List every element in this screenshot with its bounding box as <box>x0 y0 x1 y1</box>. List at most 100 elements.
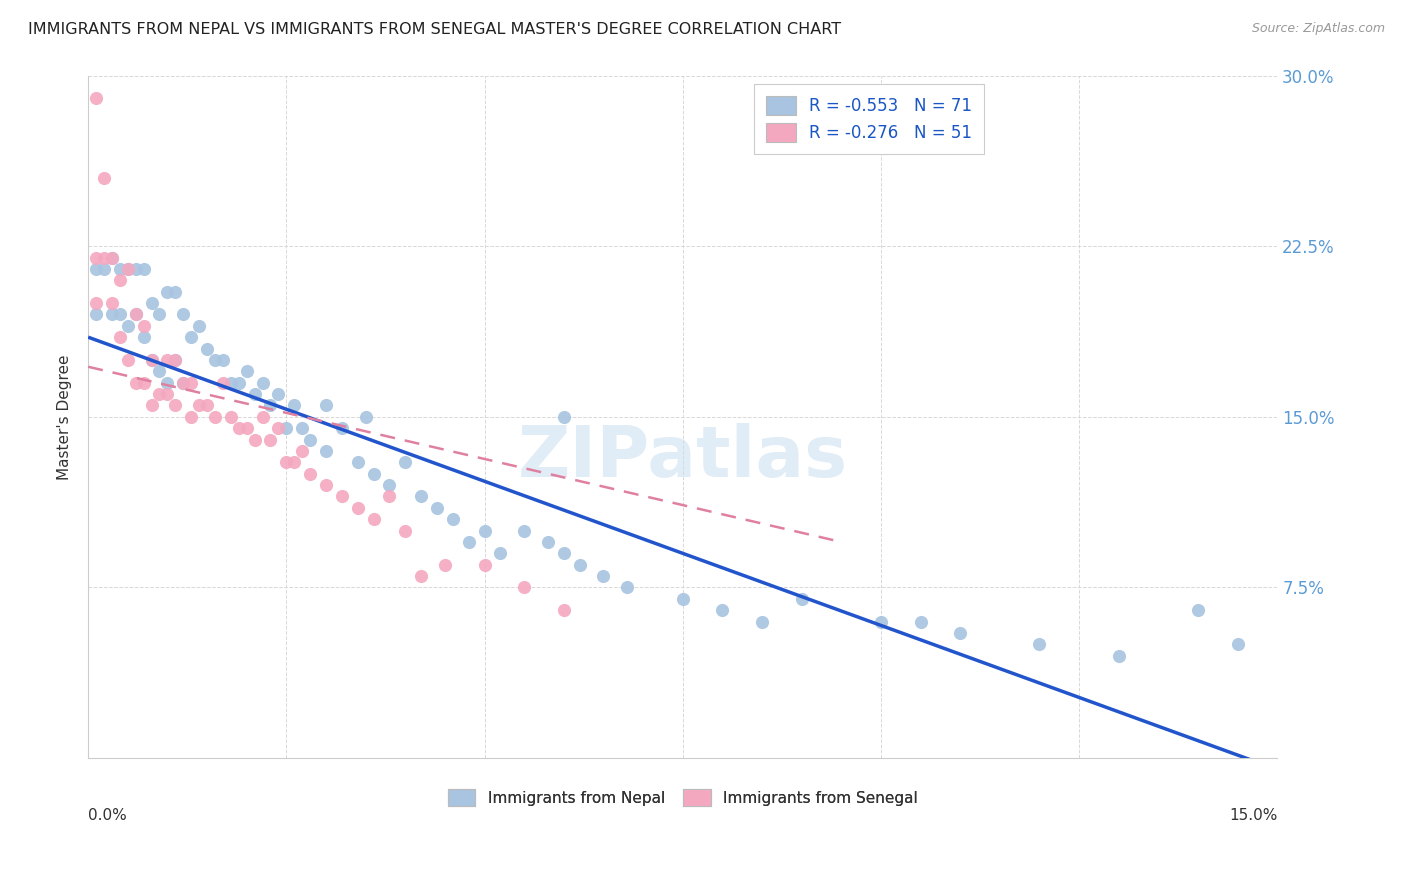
Point <box>315 478 337 492</box>
Point <box>165 399 187 413</box>
Point <box>330 490 353 504</box>
Point <box>235 364 257 378</box>
Point <box>949 626 972 640</box>
Point <box>125 307 148 321</box>
Point <box>790 591 813 606</box>
Point <box>291 421 314 435</box>
Point <box>711 603 734 617</box>
Point <box>276 421 298 435</box>
Point <box>513 524 536 538</box>
Point <box>219 376 242 390</box>
Point <box>180 330 202 344</box>
Point <box>141 353 163 368</box>
Point <box>276 455 298 469</box>
Point <box>537 535 560 549</box>
Point <box>1108 648 1130 663</box>
Text: IMMIGRANTS FROM NEPAL VS IMMIGRANTS FROM SENEGAL MASTER'S DEGREE CORRELATION CHA: IMMIGRANTS FROM NEPAL VS IMMIGRANTS FROM… <box>28 22 841 37</box>
Point <box>672 591 695 606</box>
Point <box>330 421 353 435</box>
Point <box>132 261 155 276</box>
Point <box>108 307 131 321</box>
Point <box>93 170 115 185</box>
Text: 15.0%: 15.0% <box>1229 808 1277 823</box>
Point <box>84 296 107 310</box>
Point <box>132 318 155 333</box>
Point <box>172 376 194 390</box>
Point <box>117 353 139 368</box>
Point <box>441 512 464 526</box>
Point <box>259 433 281 447</box>
Point <box>180 409 202 424</box>
Point <box>252 409 274 424</box>
Point <box>870 615 893 629</box>
Point <box>132 330 155 344</box>
Point <box>204 353 226 368</box>
Point <box>751 615 773 629</box>
Point <box>84 307 107 321</box>
Point <box>84 251 107 265</box>
Point <box>363 467 385 481</box>
Point <box>93 251 115 265</box>
Point <box>228 421 250 435</box>
Point <box>378 490 401 504</box>
Point <box>411 490 433 504</box>
Point <box>283 399 305 413</box>
Point <box>219 409 242 424</box>
Point <box>1226 637 1249 651</box>
Point <box>165 353 187 368</box>
Point <box>204 409 226 424</box>
Point <box>108 330 131 344</box>
Point <box>354 409 377 424</box>
Point <box>101 307 124 321</box>
Point <box>108 261 131 276</box>
Point <box>141 296 163 310</box>
Point <box>243 433 266 447</box>
Point <box>616 581 638 595</box>
Point <box>553 409 575 424</box>
Legend: Immigrants from Nepal, Immigrants from Senegal: Immigrants from Nepal, Immigrants from S… <box>441 783 924 812</box>
Point <box>165 353 187 368</box>
Point <box>1028 637 1050 651</box>
Point <box>188 399 211 413</box>
Point <box>553 546 575 560</box>
Point <box>148 307 170 321</box>
Y-axis label: Master's Degree: Master's Degree <box>58 354 72 480</box>
Point <box>125 376 148 390</box>
Point <box>299 433 322 447</box>
Point <box>568 558 591 572</box>
Point <box>93 261 115 276</box>
Point <box>315 444 337 458</box>
Text: 0.0%: 0.0% <box>89 808 127 823</box>
Point <box>259 399 281 413</box>
Point <box>117 318 139 333</box>
Point <box>108 273 131 287</box>
Point <box>212 376 235 390</box>
Point <box>125 307 148 321</box>
Point <box>489 546 512 560</box>
Point <box>394 455 416 469</box>
Point <box>156 376 179 390</box>
Point <box>156 285 179 299</box>
Point <box>195 399 218 413</box>
Point <box>84 261 107 276</box>
Point <box>117 261 139 276</box>
Point <box>267 421 290 435</box>
Point <box>346 455 368 469</box>
Point <box>84 91 107 105</box>
Point <box>235 421 257 435</box>
Point <box>243 387 266 401</box>
Point <box>283 455 305 469</box>
Point <box>513 581 536 595</box>
Point <box>299 467 322 481</box>
Point <box>315 399 337 413</box>
Point <box>228 376 250 390</box>
Point <box>291 444 314 458</box>
Point <box>156 353 179 368</box>
Point <box>411 569 433 583</box>
Point <box>180 376 202 390</box>
Point <box>394 524 416 538</box>
Point <box>252 376 274 390</box>
Text: Source: ZipAtlas.com: Source: ZipAtlas.com <box>1251 22 1385 36</box>
Point <box>267 387 290 401</box>
Point <box>346 500 368 515</box>
